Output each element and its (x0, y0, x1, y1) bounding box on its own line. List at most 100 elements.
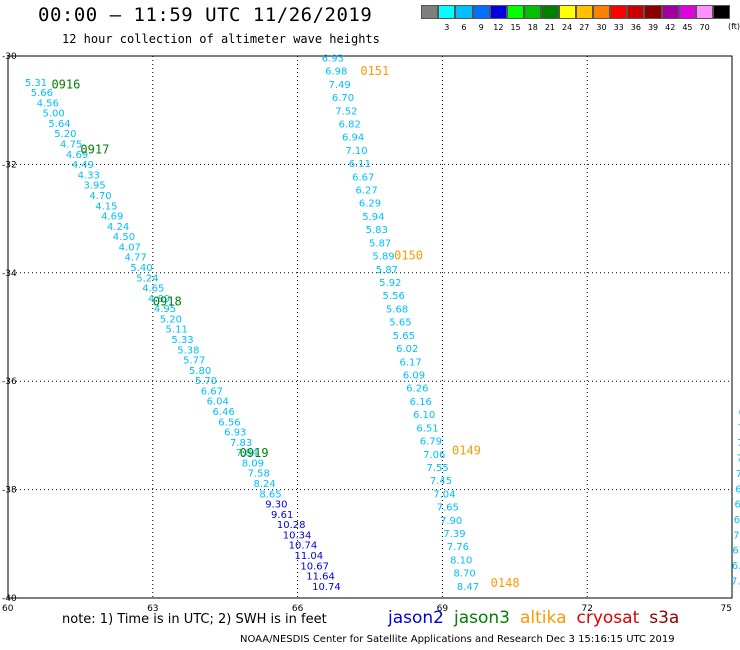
color-scale-label: 45 (682, 23, 693, 32)
swh-value: 6.04 (207, 397, 229, 408)
swh-value: 7.80 (731, 576, 740, 587)
track-jason3: 767777.06.66.66.97.26.786.827.80 (731, 392, 740, 587)
color-scale-bin: 3 (438, 5, 456, 32)
swh-value: 5.64 (48, 119, 70, 130)
color-scale-label: 42 (665, 23, 676, 32)
swh-value: 5.65 (389, 318, 411, 329)
swh-value: 4.56 (37, 98, 59, 109)
color-scale-label: 9 (478, 23, 484, 32)
lon-tick-label: 63 (147, 604, 158, 614)
swh-value: 10.74 (289, 541, 318, 552)
color-scale-label: 27 (579, 23, 590, 32)
swh-value: 5.56 (383, 291, 405, 302)
swh-value: 8.09 (242, 458, 264, 469)
lat-tick-label: -40 (2, 594, 17, 604)
swh-value: 6.10 (413, 410, 435, 421)
swh-value: 6.67 (352, 172, 374, 183)
map-title: 00:00 – 11:59 UTC 11/26/2019 (38, 4, 373, 26)
color-scale-bin: 33 (610, 5, 628, 32)
swh-value: 4.89 (148, 294, 170, 305)
track-altika: 6.93 6.98 7.49 6.70 7.52 6.82 6.94 7.10 6.11 6.67… (322, 53, 520, 592)
swh-value: 4.15 (95, 201, 117, 212)
color-scale-bin: 24 (558, 5, 576, 32)
color-scale-bin: 27 (575, 5, 593, 32)
color-scale-bin (421, 5, 439, 19)
legend-jason3: jason3 (454, 608, 510, 628)
lat-tick-label: -30 (2, 52, 17, 62)
swh-value: 8.70 (454, 569, 476, 580)
swh-value: 7.83 (230, 438, 252, 449)
swh-value: 6.82 (339, 119, 361, 130)
pass-time-label: 0919 (240, 446, 269, 460)
color-scale-label: 15 (510, 23, 521, 32)
swh-value: 7.65 (437, 503, 459, 514)
pass-time-label: 0149 (452, 443, 481, 457)
lat-tick-label: -38 (2, 486, 17, 496)
swh-value: 10.28 (277, 520, 306, 531)
swh-value: 5.89 (372, 252, 394, 263)
pass-time-label: 0917 (80, 143, 109, 157)
pass-time-label: 0151 (360, 64, 389, 78)
lon-tick-label: 75 (721, 604, 732, 614)
pass-time-label: 0150 (394, 248, 423, 262)
color-scale-label: 33 (613, 23, 624, 32)
color-scale-bin: 39 (644, 5, 662, 32)
color-scale-bin: 12 (489, 5, 507, 32)
swh-value: 5.92 (379, 278, 401, 289)
swh-value: 7.55 (426, 463, 448, 474)
swh-value: 5.87 (369, 238, 391, 249)
swh-value: 7 (737, 438, 740, 449)
swh-value: 5.00 (42, 109, 64, 120)
color-scale-legend: 3 6 9 12 15 18 21 24 27 30 33 36 39 42 45 70 (421, 5, 731, 32)
swh-value: 11.64 (306, 572, 335, 583)
color-scale-label: 3 (444, 23, 450, 32)
swh-value: 8.24 (253, 479, 275, 490)
swh-value: 11.04 (294, 551, 323, 562)
color-scale-bin: 70 (696, 5, 714, 32)
swh-value: 6.17 (399, 357, 421, 368)
swh-value: 6.78 (732, 546, 740, 557)
swh-value: 4.69 (101, 212, 123, 223)
swh-value: 5.20 (54, 129, 76, 140)
swh-value: 9.30 (265, 500, 287, 511)
swh-value: 5.83 (366, 225, 388, 236)
swh-value: 5.33 (171, 335, 193, 346)
swh-value: 6.56 (218, 417, 240, 428)
swh-value: 5.24 (136, 273, 158, 284)
color-scale-label: 12 (493, 23, 504, 32)
swh-value: 6.6 (734, 500, 740, 511)
color-scale-bin (713, 5, 731, 19)
swh-value: 5.11 (166, 325, 188, 336)
swh-value: 7.58 (248, 469, 270, 480)
legend-jason2: jason2 (388, 608, 444, 628)
swh-value: 6.02 (396, 344, 418, 355)
color-scale-bin: 30 (592, 5, 611, 32)
swh-value: 6.27 (356, 186, 378, 197)
color-scale-bin: 36 (627, 5, 645, 32)
swh-value: 6.93 (224, 428, 246, 439)
swh-value: 4.95 (154, 304, 176, 315)
swh-value: 7.04 (433, 489, 455, 500)
swh-value: 6.98 (325, 67, 347, 78)
swh-value: 7 (738, 423, 740, 434)
lon-tick-label: 66 (292, 604, 304, 614)
swh-value: 6.82 (732, 561, 740, 572)
swh-value: 6 (739, 408, 740, 419)
pass-time-label: 0148 (491, 576, 520, 590)
swh-value: 7.06 (423, 450, 445, 461)
color-scale-bin: 42 (661, 5, 679, 32)
swh-value: 6.16 (410, 397, 432, 408)
swh-value: 7.2 (733, 530, 740, 541)
color-scale-bin: 45 (678, 5, 696, 32)
swh-value: 5.70 (195, 376, 217, 387)
swh-value: 5.66 (31, 88, 53, 99)
swh-value: 6.6 (735, 484, 740, 495)
swh-value: 7.84 (236, 448, 258, 459)
color-scale-label: 6 (461, 23, 467, 32)
swh-value: 6.70 (332, 93, 354, 104)
swh-value: 6.67 (201, 386, 223, 397)
swh-value: 6.51 (416, 423, 438, 434)
swh-value: 7.76 (447, 542, 469, 553)
swh-value: 7.49 (328, 80, 350, 91)
